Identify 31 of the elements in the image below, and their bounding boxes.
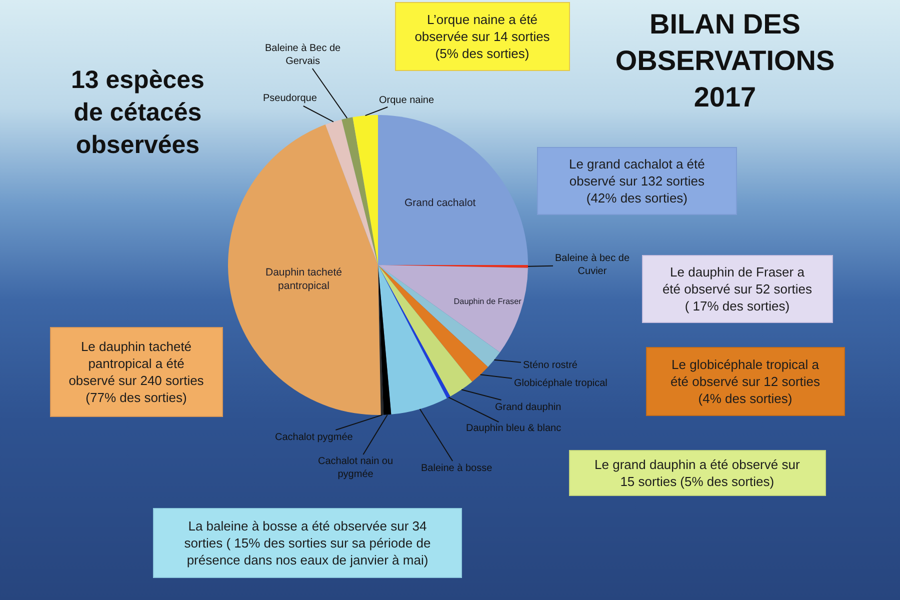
slice-label: Dauphin bleu & blanc (466, 423, 562, 434)
slice-label: Sténo rostré (523, 360, 578, 371)
text: Le dauphin tacheté pantropical a été observé sur 240 sorties (77% des sorties) (68, 339, 204, 405)
slice-label: Globicéphale tropical (514, 378, 608, 389)
pie-slice (325, 119, 378, 265)
slice-label: Grand dauphin (495, 402, 562, 413)
text: L’orque naine a été observée sur 14 sorties (5% des sorties) (414, 12, 550, 61)
pie-slice (378, 265, 392, 415)
pie-slice (378, 265, 500, 367)
text: Le grand dauphin a été observé sur 15 sorties (5% des sorties) (594, 457, 800, 489)
pie-slice (352, 115, 378, 265)
text: Le grand cachalot a été observé sur 132 sorties (42% des sorties) (568, 156, 705, 206)
text: 13 espèces de cétacés observées (71, 66, 204, 159)
pie-slice (378, 265, 528, 352)
text: La baleine à bosse a été observée sur 34 sorties ( 15% des sorties sur sa période de présence dans nos eaux de janvier à mai) (184, 518, 431, 568)
text: Le globicéphale tropical a été observé sur 12 sorties (4% des sorties) (670, 357, 821, 406)
slice-label: Cachalot pygmée (275, 432, 354, 443)
text: Le dauphin de Fraser a été observé sur 52 sorties ( 17% des sorties) (662, 264, 813, 314)
pie-slice (228, 124, 381, 415)
slice-label: Cachalot nain ou pygmée (318, 456, 394, 480)
slice-label: Baleine à Bec de Gervais (265, 43, 342, 67)
slice-label: Dauphin tacheté pantropical (265, 266, 342, 292)
pie-slice (378, 115, 528, 265)
slice-label: Pseudorque (263, 93, 318, 104)
slice-label: Orque naine (379, 95, 434, 106)
pie-slice (342, 117, 378, 265)
text: BILAN DES OBSERVATIONS 2017 (615, 8, 835, 112)
slice-label: Baleine à bec de Cuvier (555, 253, 630, 277)
slice-label: Grand cachalot (404, 196, 476, 209)
pie-slice (378, 265, 488, 382)
slice-label: Baleine à bosse (421, 463, 493, 474)
